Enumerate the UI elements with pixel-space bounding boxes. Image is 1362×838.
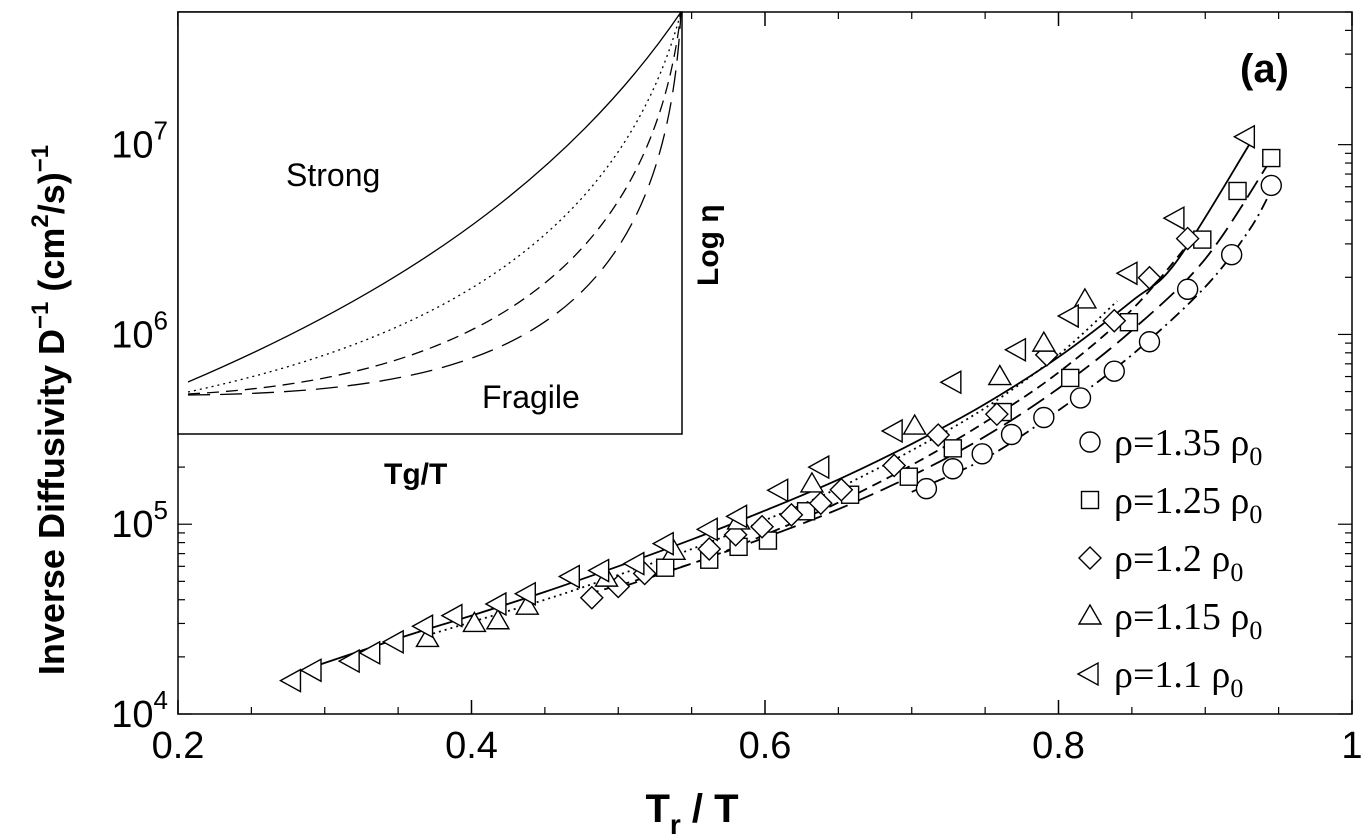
data-point (766, 478, 789, 503)
legend-marker (1080, 490, 1100, 510)
data-point (829, 477, 854, 502)
data-markers (279, 124, 1282, 693)
data-point (484, 591, 507, 617)
legend-entry: ρ=1.35 ρ0 (1114, 422, 1262, 471)
y-tick-label: 105 (111, 495, 168, 546)
legend-entry: ρ=1.2 ρ0 (1114, 538, 1243, 587)
x-tick-label: 0.2 (152, 725, 205, 767)
data-point (1260, 174, 1282, 197)
data-point (695, 517, 718, 542)
data-point (1069, 387, 1092, 409)
data-point (557, 564, 580, 589)
legend: ρ=1.35 ρ0 ρ=1.25 ρ0 ρ=1.2 ρ0 ρ=1.15 ρ0 ρ=1.1… (1076, 422, 1262, 703)
data-point (779, 502, 804, 527)
data-point (513, 581, 536, 606)
data-point (381, 629, 404, 655)
data-point (984, 402, 1009, 427)
legend-entry: ρ=1.15 ρ0 (1114, 596, 1262, 645)
legend-marker (1076, 661, 1099, 687)
legend-marker (1077, 603, 1103, 625)
inset-panel: Strong Fragile Tg/T Log η (177, 11, 725, 491)
data-point (915, 477, 938, 500)
data-point (1102, 308, 1127, 333)
data-point (279, 668, 302, 693)
data-point (337, 648, 360, 674)
data-point (942, 458, 964, 480)
legend-entry: ρ=1.25 ρ0 (1114, 480, 1262, 529)
data-point (485, 608, 511, 630)
data-point (971, 443, 993, 465)
data-point (902, 413, 927, 435)
data-point (725, 504, 748, 529)
data-point (1176, 278, 1199, 300)
data-point (462, 611, 487, 633)
data-point (880, 418, 903, 444)
inset-curve-fragile (187, 11, 682, 396)
inset-xlabel: Tg/T (384, 458, 447, 491)
data-point (807, 454, 830, 480)
data-point (1137, 265, 1162, 290)
data-point (1175, 226, 1200, 251)
data-point (939, 370, 962, 395)
inset-curve-2 (187, 11, 682, 393)
data-point (622, 551, 645, 576)
y-tick-label: 106 (111, 305, 168, 356)
data-point (1103, 360, 1125, 382)
data-point (1033, 406, 1055, 429)
legend-entry: ρ=1.1 ρ0 (1114, 654, 1243, 703)
data-point (1228, 181, 1247, 201)
data-point (1056, 303, 1079, 329)
legend-marker (1078, 546, 1102, 570)
inset-strong-label: Strong (286, 157, 380, 193)
data-point (882, 453, 907, 478)
data-point (1115, 261, 1138, 286)
data-point (697, 537, 722, 562)
panel-label: (a) (1240, 47, 1289, 91)
data-point (808, 491, 833, 516)
data-point (1061, 368, 1080, 388)
data-point (587, 558, 610, 583)
x-tick-label: 0.4 (445, 725, 498, 767)
data-point (1138, 331, 1161, 353)
data-point (299, 658, 322, 683)
data-point (1232, 124, 1256, 149)
x-tick-label: 0.6 (739, 725, 792, 767)
inset-curve-strong (187, 11, 682, 383)
x-axis-title: Tr / T (645, 787, 738, 838)
data-point (1072, 287, 1098, 309)
y-axis-title: Inverse Diffusivity D−1 (cm2/s)−1 (27, 145, 72, 675)
inset-ylabel: Log η (692, 204, 725, 286)
data-point (656, 558, 675, 577)
data-point (411, 614, 434, 639)
data-point (1000, 423, 1023, 446)
data-point (358, 640, 381, 666)
data-point (1262, 148, 1281, 168)
axes-layer: 0.2 0.4 0.6 0.8 1 104 105 106 107 (111, 11, 1362, 767)
data-point (1220, 244, 1243, 266)
data-point (1031, 330, 1057, 352)
y-tick-label: 107 (111, 116, 168, 167)
data-point (799, 471, 825, 493)
data-point (1162, 205, 1185, 231)
data-point (651, 531, 674, 556)
data-point (515, 593, 540, 615)
x-tick-label: 1 (1341, 725, 1362, 767)
x-tick-label: 0.8 (1032, 725, 1085, 767)
data-point (579, 585, 604, 610)
data-point (899, 467, 919, 486)
data-point (1003, 337, 1027, 362)
legend-marker (1079, 431, 1101, 453)
inset-frame (177, 11, 683, 435)
y-tick-label: 104 (111, 685, 168, 736)
data-point (987, 364, 1013, 386)
inset-fragile-label: Fragile (482, 379, 580, 415)
data-point (440, 603, 463, 628)
data-point (926, 423, 951, 448)
data-point (750, 514, 775, 539)
data-point (943, 439, 963, 458)
